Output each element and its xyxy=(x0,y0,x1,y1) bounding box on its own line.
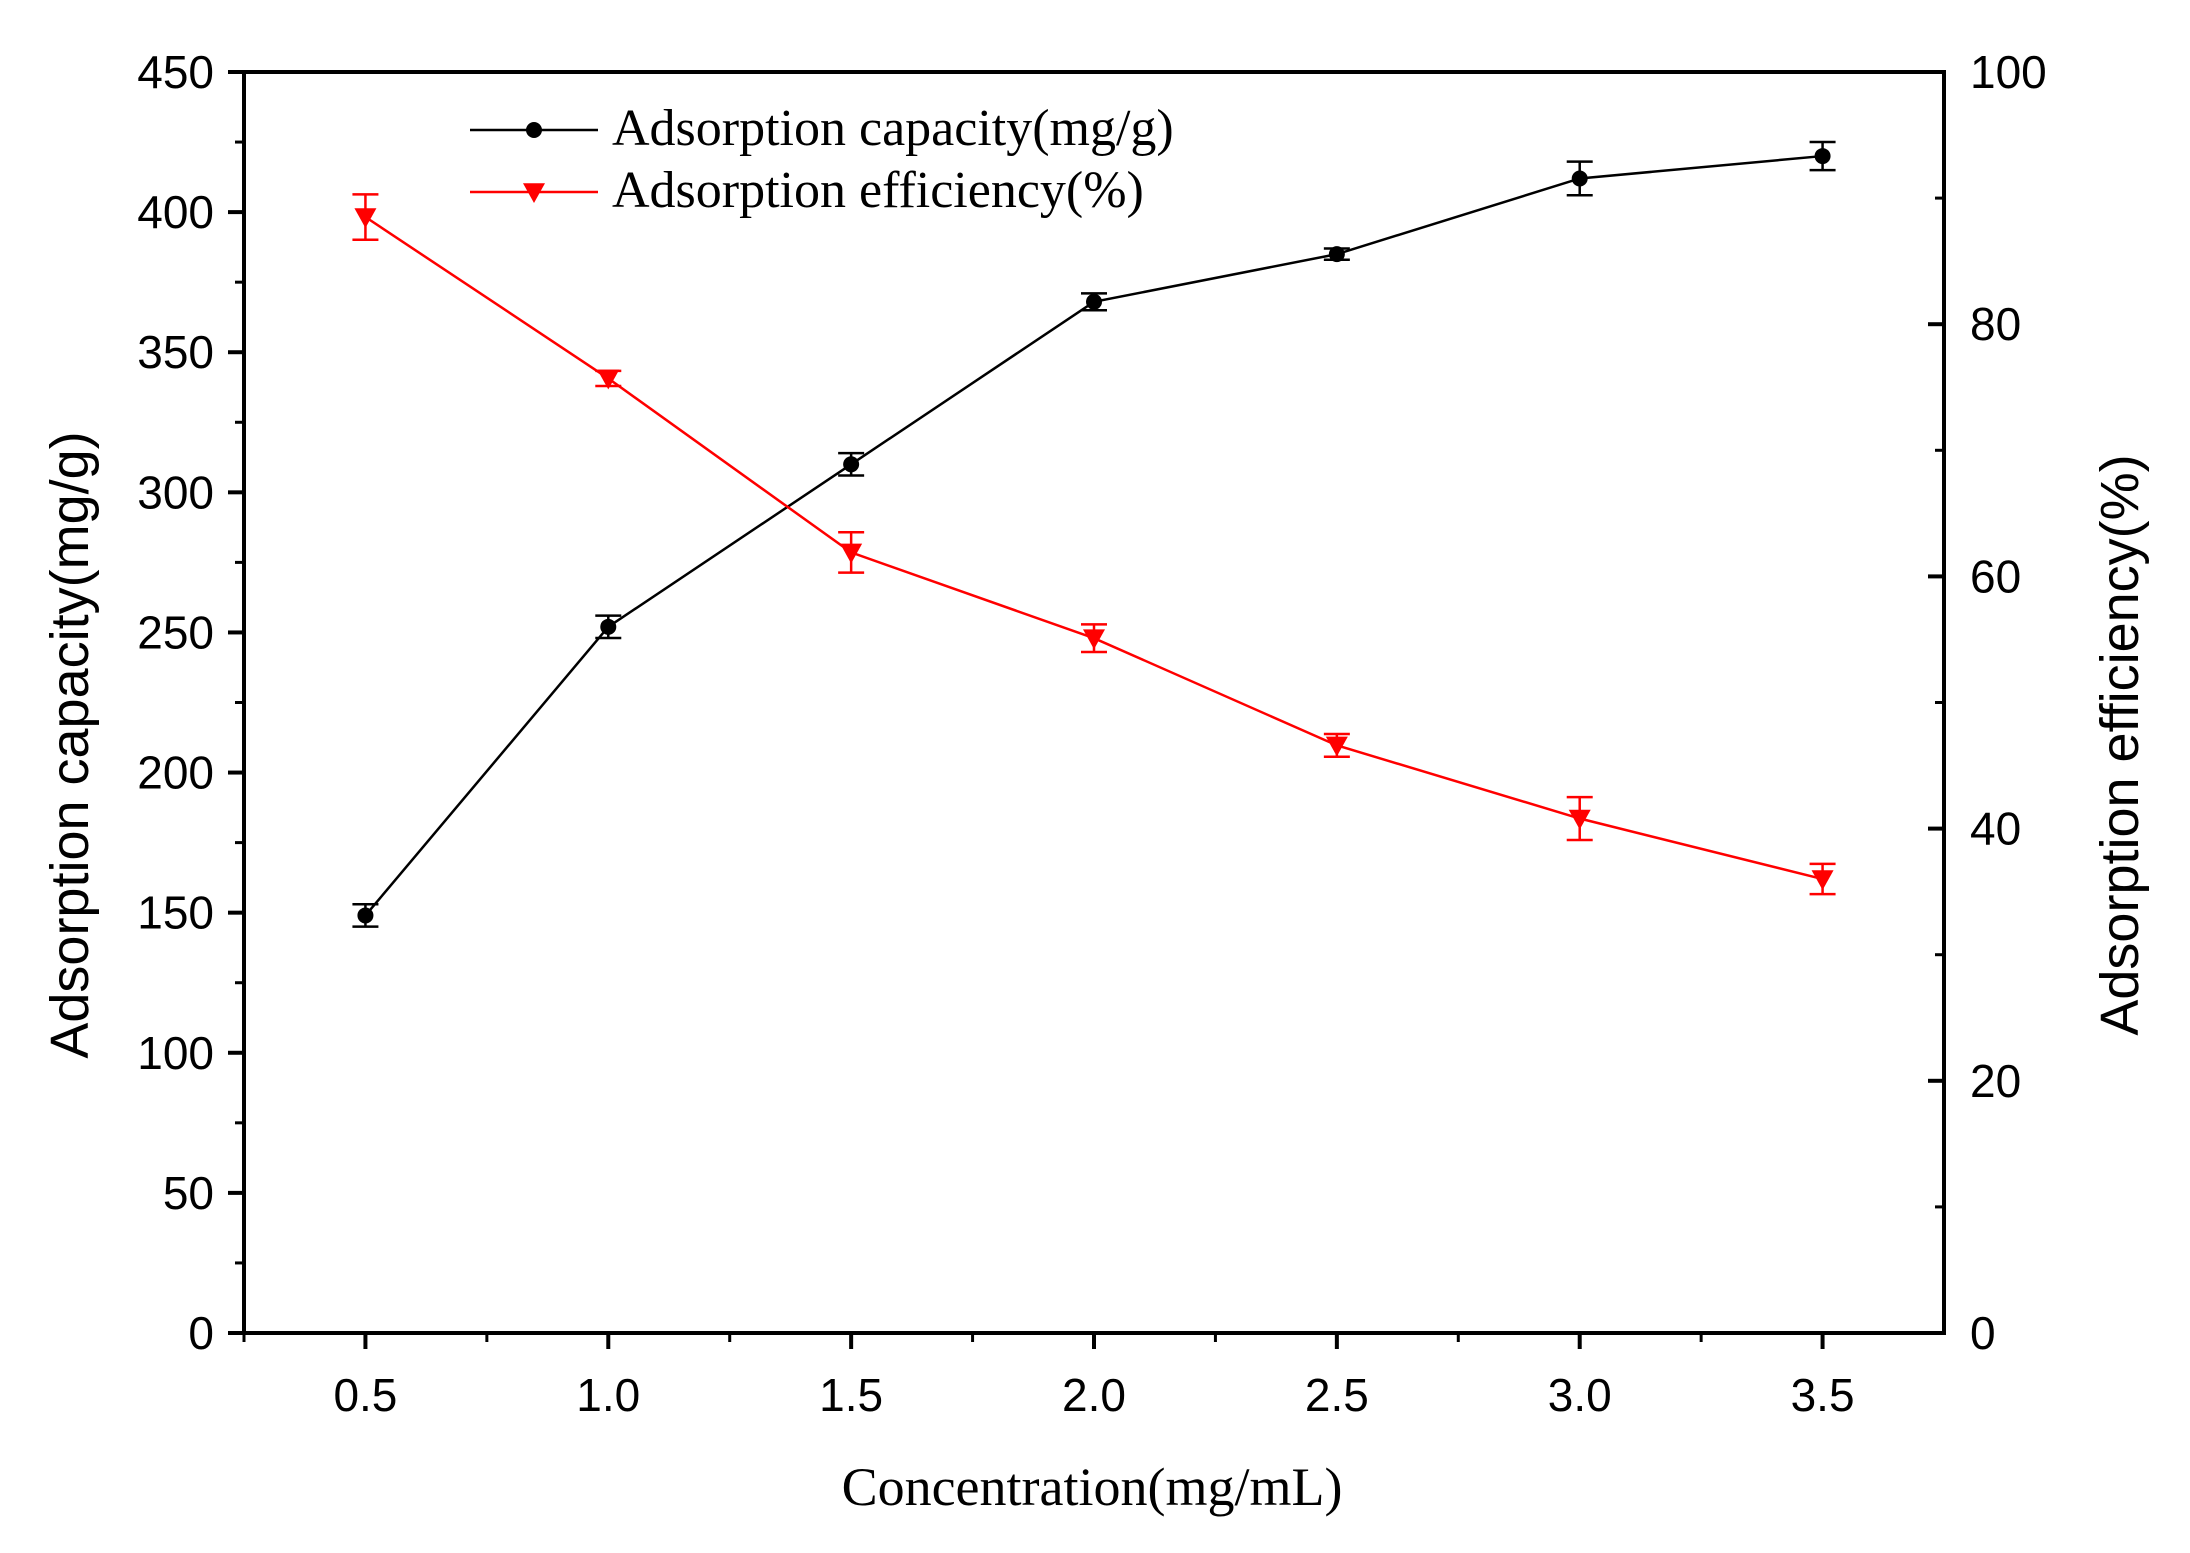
plot-frame xyxy=(242,70,1946,1335)
legend-marker xyxy=(523,183,545,203)
left-y-tick-label: 300 xyxy=(137,466,214,518)
data-point xyxy=(1328,246,1345,263)
data-point xyxy=(840,543,863,564)
right-y-tick-label: 40 xyxy=(1970,803,2021,855)
left-y-axis-ticks: 0 50 100 150 200 250 300 350 400 450 xyxy=(137,46,244,1359)
data-point xyxy=(1811,870,1834,891)
data-point xyxy=(354,208,377,229)
x-tick-label: 1.5 xyxy=(819,1369,883,1421)
right-y-axis-title: Adsorption efficiency(%) xyxy=(2090,454,2150,1035)
series-layer xyxy=(352,140,1836,928)
left-y-axis-title: Adsorption capacity(mg/g) xyxy=(40,431,100,1058)
data-point xyxy=(843,456,860,473)
left-y-tick-label: 100 xyxy=(137,1027,214,1079)
x-tick-label: 0.5 xyxy=(333,1369,397,1421)
data-point xyxy=(1814,148,1831,165)
left-y-tick-label: 200 xyxy=(137,747,214,799)
right-y-tick-label: 0 xyxy=(1970,1307,1996,1359)
left-y-tick-label: 150 xyxy=(137,887,214,939)
right-y-tick-label: 80 xyxy=(1970,298,2021,350)
data-point xyxy=(1325,736,1348,757)
plot-border xyxy=(242,70,1946,1335)
data-point xyxy=(1086,293,1102,310)
data-point xyxy=(357,907,374,924)
legend-marker xyxy=(526,122,542,138)
left-y-tick-label: 50 xyxy=(163,1167,214,1219)
legend-label: Adsorption efficiency(%) xyxy=(612,162,1144,219)
series-line xyxy=(364,154,1823,917)
x-axis-title: Concentration(mg/mL) xyxy=(842,1457,1343,1517)
left-y-tick-label: 350 xyxy=(137,326,214,378)
legend-label: Adsorption capacity(mg/g) xyxy=(612,100,1174,157)
left-y-tick-label: 250 xyxy=(137,606,214,658)
data-point xyxy=(1083,629,1105,650)
legend-item-2: Adsorption efficiency(%) xyxy=(470,162,1144,219)
right-y-tick-label: 20 xyxy=(1970,1055,2021,1107)
data-point xyxy=(1568,809,1591,830)
right-y-axis-ticks: 0 20 40 60 80 100 xyxy=(1928,46,2047,1359)
x-tick-label: 3.0 xyxy=(1548,1369,1612,1421)
x-axis-ticks: 0.5 1.0 1.5 2.0 2.5 3.0 3.5 xyxy=(242,1333,1855,1421)
data-point xyxy=(597,369,620,390)
right-y-tick-label: 100 xyxy=(1970,46,2047,98)
series-2 xyxy=(352,193,1836,896)
x-tick-label: 2.0 xyxy=(1062,1369,1126,1421)
x-tick-label: 3.5 xyxy=(1791,1369,1855,1421)
left-y-tick-label: 0 xyxy=(188,1307,214,1359)
data-point xyxy=(1571,170,1588,187)
legend-item-1: Adsorption capacity(mg/g) xyxy=(470,100,1174,157)
x-tick-label: 1.0 xyxy=(576,1369,640,1421)
series-1 xyxy=(352,140,1836,928)
left-y-tick-label: 450 xyxy=(137,46,214,98)
right-y-tick-label: 60 xyxy=(1970,550,2021,602)
legend: Adsorption capacity(mg/g)Adsorption effi… xyxy=(470,100,1174,219)
series-line xyxy=(364,215,1823,881)
data-point xyxy=(600,618,617,635)
left-y-tick-label: 400 xyxy=(137,186,214,238)
x-tick-label: 2.5 xyxy=(1305,1369,1369,1421)
